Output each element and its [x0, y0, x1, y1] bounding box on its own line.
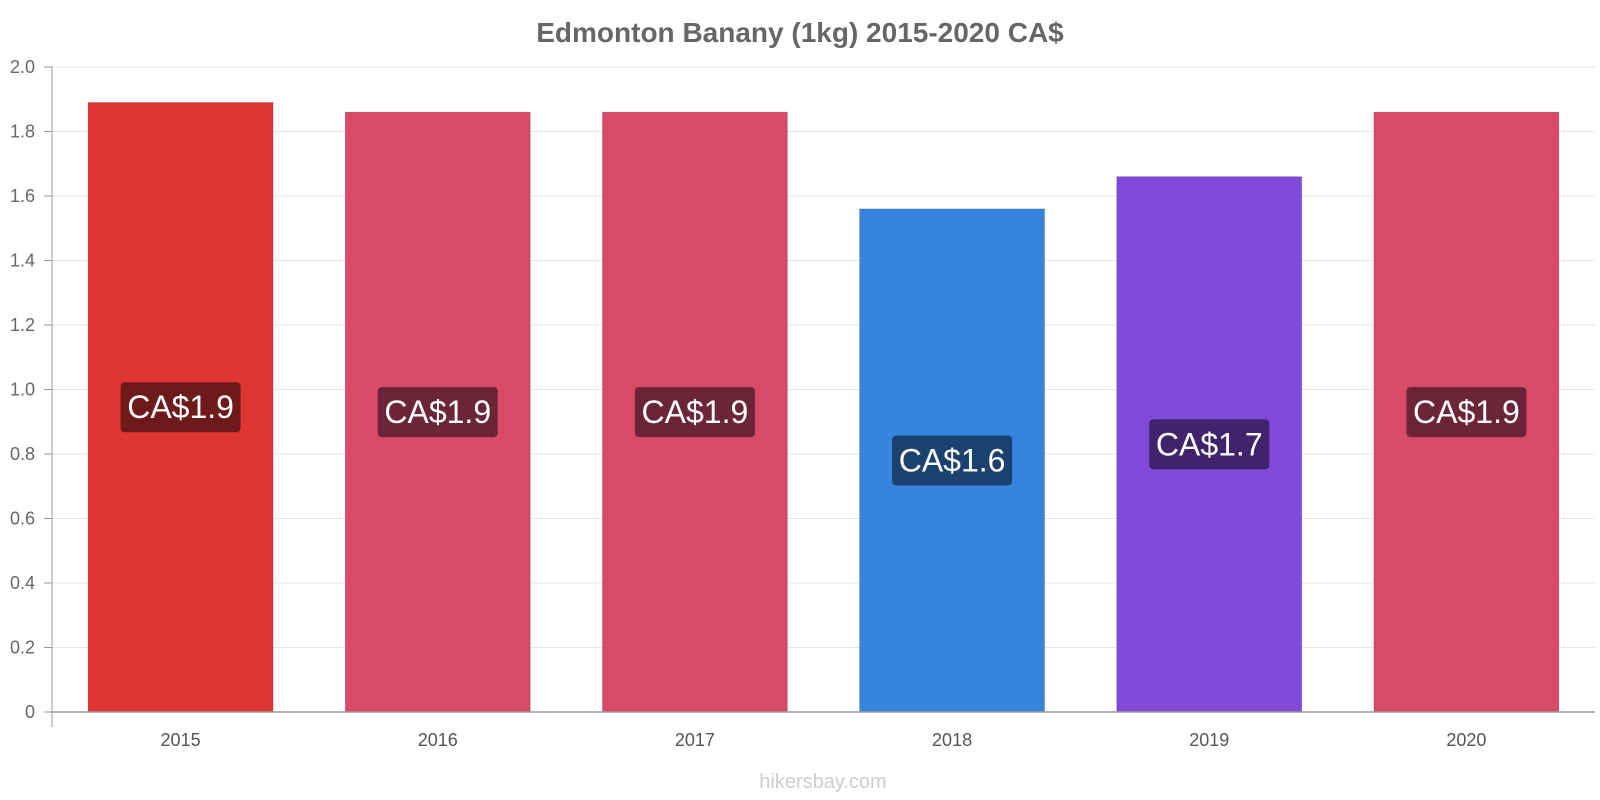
data-label-box [634, 387, 755, 438]
x-axis-tick-labels: 2015 2016 2017 2018 2019 2020 [161, 730, 1487, 750]
y-tick-label: 1.0 [10, 380, 35, 400]
data-label-2016: CA$1.9 [377, 387, 498, 438]
watermark: hikersbay.com [759, 771, 886, 793]
chart-title: Edmonton Banany (1kg) 2015-2020 CA$ [536, 17, 1064, 48]
y-tick-label: 1.6 [10, 186, 35, 206]
y-axis-tick-labels: 0 0.2 0.4 0.6 0.8 1.0 1.2 1.4 1.6 1.8 2.0 [10, 57, 52, 722]
data-labels: CA$1.9 CA$1.9 CA$1.9 CA$1.6 CA$1.7 CA$1.9 [120, 382, 1527, 486]
y-tick-label: 0 [25, 702, 35, 722]
data-label-box [377, 387, 498, 438]
data-label-box [1406, 387, 1527, 438]
y-tick-label: 1.4 [10, 251, 35, 271]
x-tick-label: 2015 [161, 730, 201, 750]
axes [51, 67, 1595, 727]
y-tick-label: 0.2 [10, 638, 35, 658]
bars [87, 101, 1560, 713]
data-label-text: CA$1.9 [127, 389, 234, 425]
x-tick-label: 2019 [1189, 730, 1229, 750]
data-label-box [892, 435, 1013, 486]
data-label-box [1149, 419, 1270, 470]
y-tick-label: 2.0 [10, 57, 35, 77]
data-label-box [120, 382, 241, 433]
data-label-text: CA$1.7 [1156, 426, 1263, 462]
data-label-text: CA$1.9 [642, 394, 749, 430]
data-label-2020: CA$1.9 [1406, 387, 1527, 438]
data-label-2017: CA$1.9 [634, 387, 755, 438]
x-tick-label: 2018 [932, 730, 972, 750]
x-tick-label: 2017 [675, 730, 715, 750]
grid-lines [52, 66, 1595, 648]
data-label-text: CA$1.9 [1413, 394, 1520, 430]
y-tick-label: 1.2 [10, 315, 35, 335]
data-label-2018: CA$1.6 [892, 435, 1013, 486]
y-tick-label: 0.6 [10, 509, 35, 529]
data-label-text: CA$1.9 [384, 394, 491, 430]
y-tick-label: 0.8 [10, 444, 35, 464]
y-tick-label: 0.4 [10, 573, 35, 593]
data-label-2015: CA$1.9 [120, 382, 241, 433]
x-tick-label: 2016 [418, 730, 458, 750]
x-tick-label: 2020 [1446, 730, 1486, 750]
data-label-2019: CA$1.7 [1149, 419, 1270, 470]
data-label-text: CA$1.6 [899, 442, 1006, 478]
y-tick-label: 1.8 [10, 122, 35, 142]
